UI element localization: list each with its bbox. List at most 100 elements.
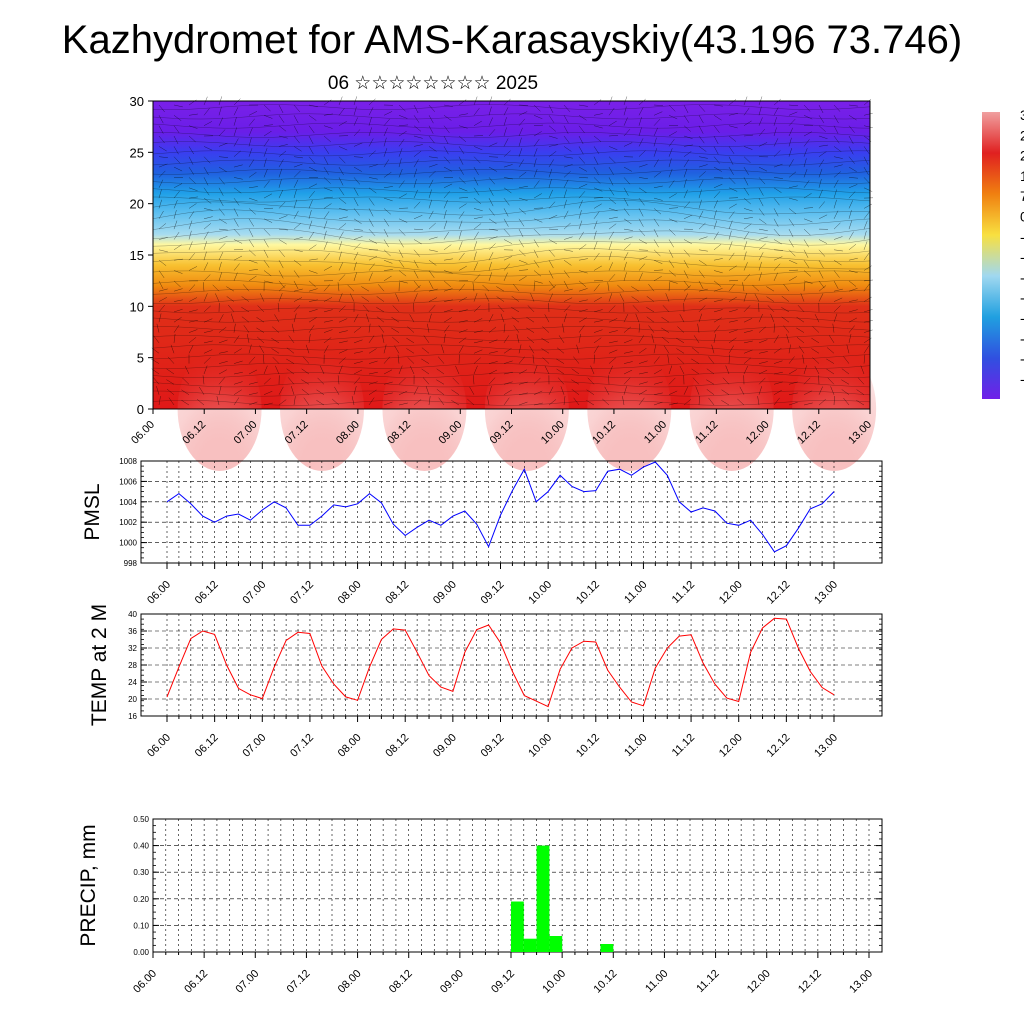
y-tick-label: 0 <box>137 402 144 417</box>
contour-line <box>152 248 871 264</box>
y-tick-label: 25 <box>130 145 144 160</box>
x-tick-label: 07.00 <box>233 968 261 996</box>
chart-title: Kazhydromet for AMS-Karasayskiy(43.196 7… <box>61 18 963 62</box>
x-tick-label: 07.12 <box>285 968 313 996</box>
x-tick-label: 09.12 <box>479 579 507 607</box>
colorbar-label: - <box>1020 269 1024 285</box>
y-tick-label: 20 <box>128 695 137 704</box>
y-tick-label: 0.00 <box>133 948 149 957</box>
x-tick-label: 07.00 <box>240 732 268 760</box>
precip-bar <box>511 901 524 952</box>
colorbar-label: 2 <box>1020 148 1024 164</box>
contour-line <box>152 132 871 138</box>
colorbar-label: - <box>1020 249 1024 265</box>
x-tick-label: 12.00 <box>745 968 773 996</box>
y-tick-label: 15 <box>130 248 144 263</box>
x-tick-label: 06.00 <box>129 419 157 447</box>
precip-bar <box>536 845 550 952</box>
precip-bar <box>600 944 614 952</box>
contour-line <box>152 238 871 255</box>
contour-line <box>152 270 871 277</box>
contour-line <box>152 187 871 194</box>
x-tick-label: 08.12 <box>383 732 411 760</box>
x-tick-label: 10.12 <box>591 968 619 996</box>
chart-subtitle: 06 ☆☆☆☆☆☆☆☆ 2025 <box>327 73 539 94</box>
contour-line <box>152 228 871 246</box>
contour-line <box>152 381 871 388</box>
colorbar-label: 0 <box>1020 209 1024 225</box>
contour-line <box>152 289 871 295</box>
y-tick-label: 0.20 <box>133 895 149 904</box>
x-tick-label: 07.12 <box>288 579 316 607</box>
y-tick-label: 28 <box>128 661 137 670</box>
x-tick-label: 12.00 <box>717 579 745 607</box>
x-tick-label: 11.12 <box>694 968 721 995</box>
contour-line <box>152 104 871 110</box>
x-tick-label: 08.12 <box>387 968 415 996</box>
pmsl-line <box>166 461 835 553</box>
contour-line <box>152 316 871 323</box>
colorbar-label: 2 <box>1020 127 1024 143</box>
x-tick-label: 11.00 <box>622 732 649 759</box>
contour-line <box>152 326 871 332</box>
y-tick-label: 1002 <box>119 518 137 527</box>
contour-line <box>152 209 871 226</box>
wind-barbs <box>151 96 874 406</box>
x-tick-label: 13.00 <box>812 579 840 607</box>
y-tick-label: 10 <box>130 299 144 314</box>
contour-line <box>152 141 871 147</box>
x-tick-label: 09.00 <box>431 732 459 760</box>
x-tick-label: 08.12 <box>383 579 411 607</box>
x-tick-label: 06.00 <box>131 968 159 996</box>
y-tick-label: 32 <box>128 644 137 653</box>
contour-line <box>152 400 871 406</box>
y-tick-label: 5 <box>137 351 144 366</box>
x-tick-label: 08.00 <box>336 968 364 996</box>
y-tick-label: 998 <box>124 559 138 568</box>
x-tick-label: 11.00 <box>643 968 670 995</box>
x-tick-label: 07.12 <box>288 732 316 760</box>
y-tick-label: 1006 <box>119 477 137 486</box>
y-tick-label: 1004 <box>119 498 137 507</box>
contour-line <box>152 335 871 341</box>
contour-line <box>152 218 871 236</box>
y-tick-label: 24 <box>128 678 137 687</box>
x-tick-label: 11.12 <box>670 579 697 606</box>
precip-bar <box>549 936 563 952</box>
contour-line <box>152 298 871 304</box>
contour-line <box>152 199 871 216</box>
contour-line <box>152 363 871 369</box>
x-tick-label: 12.12 <box>796 968 824 996</box>
x-tick-label: 06.12 <box>193 732 221 760</box>
temp-ylabel: TEMP at 2 M <box>88 604 111 726</box>
contour-line <box>152 159 871 166</box>
colorbar-label: - <box>1020 290 1024 306</box>
x-tick-label: 13.00 <box>812 732 840 760</box>
contour-line <box>152 344 871 351</box>
contour-line <box>152 169 871 175</box>
contour-line <box>152 196 871 203</box>
y-tick-label: 1000 <box>119 539 137 548</box>
y-tick-label: 1008 <box>119 457 137 466</box>
y-tick-label: 16 <box>128 712 137 721</box>
x-tick-label: 12.12 <box>765 579 793 607</box>
x-tick-label: 09.00 <box>438 968 466 996</box>
x-tick-label: 11.00 <box>622 579 649 606</box>
y-tick-label: 0.50 <box>133 815 149 824</box>
x-tick-label: 10.00 <box>540 968 568 996</box>
pmsl-ylabel: PMSL <box>81 483 104 540</box>
x-tick-label: 13.00 <box>847 968 875 996</box>
x-tick-label: 06.12 <box>193 579 221 607</box>
x-tick-label: 10.12 <box>574 579 602 607</box>
x-tick-label: 10.00 <box>526 732 554 760</box>
colorbar-label: - <box>1020 229 1024 245</box>
x-tick-label: 09.12 <box>489 968 517 996</box>
temp-line <box>166 617 835 708</box>
colorbar-label: - <box>1020 310 1024 326</box>
contour-line <box>152 307 871 314</box>
x-tick-label: 11.12 <box>670 732 697 759</box>
colorbar-label: - <box>1020 371 1024 387</box>
temp-frame <box>140 613 883 717</box>
colorbar-label: - <box>1020 330 1024 346</box>
